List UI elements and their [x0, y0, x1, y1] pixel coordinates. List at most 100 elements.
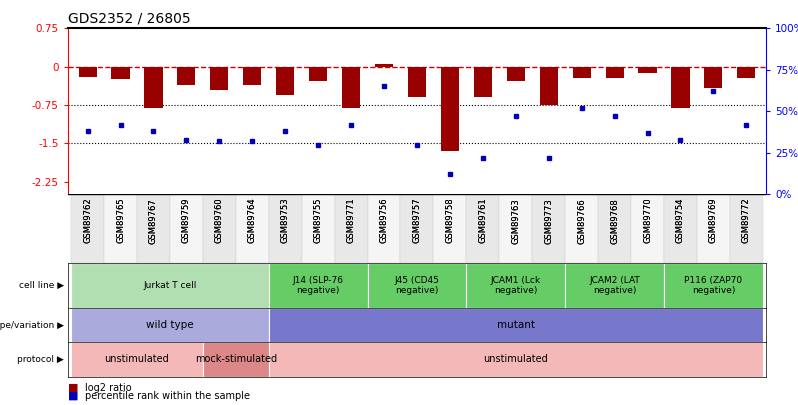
- Text: GSM89762: GSM89762: [83, 198, 92, 243]
- Bar: [71, 342, 203, 377]
- Bar: [532, 194, 565, 263]
- Bar: [71, 194, 104, 263]
- Bar: [203, 194, 235, 263]
- Bar: [697, 194, 730, 263]
- Text: GSM89764: GSM89764: [247, 198, 257, 243]
- Bar: [243, 67, 261, 85]
- Bar: [269, 263, 368, 308]
- Bar: [144, 67, 163, 108]
- Text: GSM89754: GSM89754: [676, 198, 685, 243]
- Bar: [342, 67, 360, 108]
- Text: GSM89766: GSM89766: [577, 198, 587, 243]
- Text: J45 (CD45
negative): J45 (CD45 negative): [394, 276, 440, 295]
- Bar: [302, 194, 334, 263]
- Bar: [500, 194, 532, 263]
- Bar: [309, 67, 327, 81]
- Text: GSM89766: GSM89766: [577, 198, 587, 243]
- Bar: [606, 67, 623, 78]
- Bar: [203, 342, 269, 377]
- Text: unstimulated: unstimulated: [105, 354, 169, 364]
- Bar: [631, 194, 664, 263]
- Text: P116 (ZAP70
negative): P116 (ZAP70 negative): [685, 276, 742, 295]
- Bar: [71, 263, 269, 308]
- Bar: [170, 194, 203, 263]
- Text: GSM89764: GSM89764: [247, 198, 257, 243]
- Bar: [466, 194, 500, 263]
- Bar: [137, 194, 170, 263]
- Bar: [112, 67, 129, 79]
- Bar: [375, 64, 393, 67]
- Text: GSM89761: GSM89761: [478, 198, 488, 243]
- Text: ■: ■: [68, 391, 78, 401]
- Text: GSM89772: GSM89772: [742, 198, 751, 243]
- Bar: [269, 194, 302, 263]
- Text: GSM89758: GSM89758: [445, 198, 454, 243]
- Bar: [565, 263, 664, 308]
- Text: GSM89767: GSM89767: [149, 198, 158, 243]
- Bar: [664, 263, 763, 308]
- Text: wild type: wild type: [146, 320, 194, 330]
- Bar: [368, 263, 466, 308]
- Bar: [730, 194, 763, 263]
- Text: GSM89768: GSM89768: [610, 198, 619, 243]
- Text: GSM89753: GSM89753: [281, 198, 290, 243]
- Text: JCAM1 (Lck
negative): JCAM1 (Lck negative): [491, 276, 541, 295]
- Text: JCAM2 (LAT
negative): JCAM2 (LAT negative): [589, 276, 640, 295]
- Text: unstimulated: unstimulated: [484, 354, 548, 364]
- Text: mock-stimulated: mock-stimulated: [195, 354, 277, 364]
- Bar: [433, 194, 466, 263]
- Text: J14 (SLP-76
negative): J14 (SLP-76 negative): [293, 276, 344, 295]
- Bar: [104, 194, 137, 263]
- Bar: [539, 67, 558, 105]
- Bar: [276, 67, 294, 95]
- Bar: [440, 67, 459, 151]
- Bar: [235, 194, 269, 263]
- Bar: [466, 263, 565, 308]
- Text: GSM89759: GSM89759: [182, 198, 191, 243]
- Text: GSM89769: GSM89769: [709, 198, 718, 243]
- Text: Jurkat T cell: Jurkat T cell: [144, 281, 196, 290]
- Text: GSM89770: GSM89770: [643, 198, 652, 243]
- Text: GSM89761: GSM89761: [478, 198, 488, 243]
- Text: mutant: mutant: [497, 320, 535, 330]
- Text: GDS2352 / 26805: GDS2352 / 26805: [68, 12, 191, 26]
- Bar: [737, 67, 756, 78]
- Bar: [401, 194, 433, 263]
- Bar: [638, 67, 657, 73]
- Text: percentile rank within the sample: percentile rank within the sample: [85, 391, 251, 401]
- Bar: [474, 67, 492, 97]
- Bar: [671, 67, 689, 108]
- Text: GSM89755: GSM89755: [314, 198, 322, 243]
- Text: cell line ▶: cell line ▶: [18, 281, 64, 290]
- Bar: [565, 194, 598, 263]
- Bar: [71, 308, 269, 342]
- Text: GSM89773: GSM89773: [544, 198, 553, 243]
- Bar: [78, 67, 97, 77]
- Text: log2 ratio: log2 ratio: [85, 383, 132, 392]
- Text: GSM89767: GSM89767: [149, 198, 158, 243]
- Bar: [334, 194, 368, 263]
- Text: GSM89763: GSM89763: [512, 198, 520, 243]
- Bar: [211, 67, 228, 90]
- Text: GSM89771: GSM89771: [346, 198, 356, 243]
- Text: GSM89770: GSM89770: [643, 198, 652, 243]
- Bar: [598, 194, 631, 263]
- Text: GSM89757: GSM89757: [413, 198, 421, 243]
- Text: GSM89754: GSM89754: [676, 198, 685, 243]
- Bar: [507, 67, 525, 81]
- Text: GSM89765: GSM89765: [116, 198, 125, 243]
- Bar: [368, 194, 401, 263]
- Text: GSM89773: GSM89773: [544, 198, 553, 243]
- Text: genotype/variation ▶: genotype/variation ▶: [0, 320, 64, 330]
- Text: GSM89758: GSM89758: [445, 198, 454, 243]
- Bar: [177, 67, 196, 85]
- Text: GSM89760: GSM89760: [215, 198, 223, 243]
- Text: GSM89771: GSM89771: [346, 198, 356, 243]
- Text: ■: ■: [68, 383, 78, 392]
- Text: GSM89765: GSM89765: [116, 198, 125, 243]
- Text: GSM89756: GSM89756: [380, 198, 389, 243]
- Text: GSM89768: GSM89768: [610, 198, 619, 243]
- Text: GSM89772: GSM89772: [742, 198, 751, 243]
- Text: GSM89753: GSM89753: [281, 198, 290, 243]
- Text: GSM89759: GSM89759: [182, 198, 191, 243]
